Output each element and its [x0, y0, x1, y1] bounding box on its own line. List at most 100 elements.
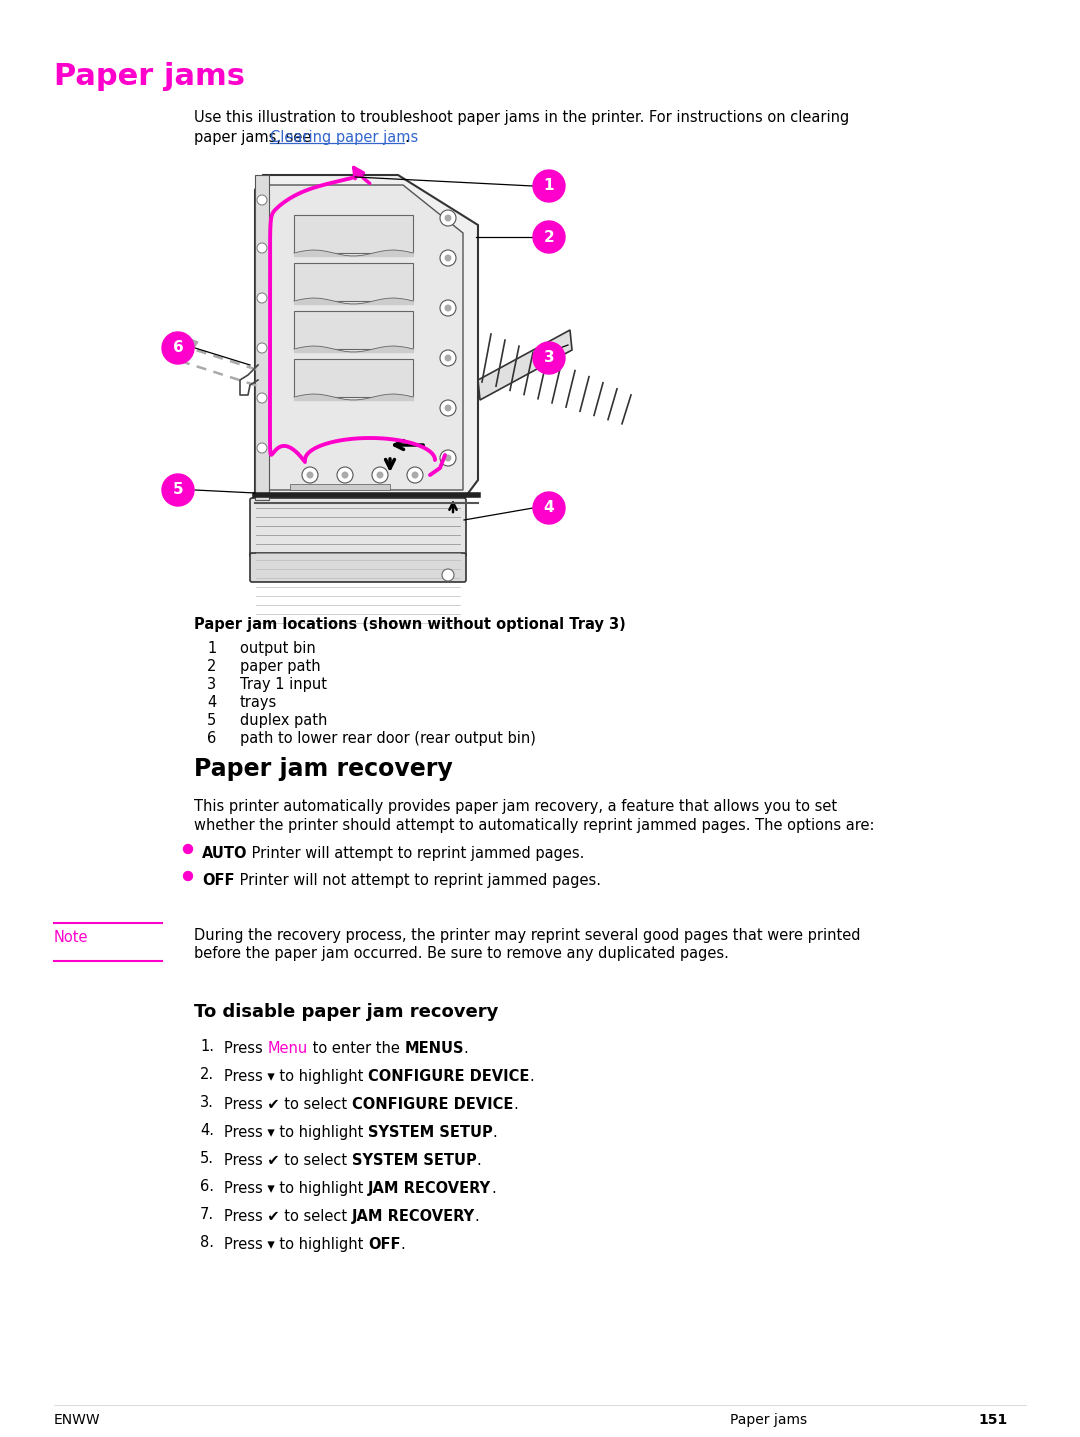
- Circle shape: [257, 443, 267, 453]
- Circle shape: [257, 195, 267, 205]
- Text: Paper jam recovery: Paper jam recovery: [194, 757, 453, 780]
- FancyBboxPatch shape: [249, 553, 465, 582]
- Circle shape: [257, 293, 267, 303]
- Text: paper path: paper path: [240, 660, 321, 674]
- Text: .: .: [492, 1125, 498, 1140]
- Text: Menu: Menu: [268, 1040, 308, 1056]
- Circle shape: [440, 450, 456, 466]
- Text: Tray 1 input: Tray 1 input: [240, 677, 327, 693]
- Text: 5.: 5.: [200, 1151, 214, 1165]
- Text: Press ▾ to highlight: Press ▾ to highlight: [224, 1181, 368, 1196]
- Text: Press ▾ to highlight: Press ▾ to highlight: [224, 1069, 368, 1083]
- Bar: [294, 310, 413, 349]
- Text: Press ✔ to select: Press ✔ to select: [224, 1096, 352, 1112]
- Text: 5: 5: [207, 713, 216, 729]
- Circle shape: [307, 471, 313, 479]
- Text: trays: trays: [240, 696, 278, 710]
- Polygon shape: [172, 332, 198, 351]
- Circle shape: [337, 467, 353, 483]
- Circle shape: [440, 351, 456, 366]
- Circle shape: [184, 871, 192, 881]
- Text: CONFIGURE DEVICE: CONFIGURE DEVICE: [368, 1069, 529, 1083]
- Text: Press ▾ to highlight: Press ▾ to highlight: [224, 1237, 368, 1252]
- Text: Press: Press: [224, 1040, 268, 1056]
- Text: AUTO: AUTO: [202, 846, 247, 861]
- Text: whether the printer should attempt to automatically reprint jammed pages. The op: whether the printer should attempt to au…: [194, 818, 875, 833]
- Text: Press ✔ to select: Press ✔ to select: [224, 1152, 352, 1168]
- Text: Press ✔ to select: Press ✔ to select: [224, 1209, 352, 1224]
- Text: 3: 3: [207, 677, 216, 693]
- Circle shape: [445, 305, 451, 312]
- Circle shape: [534, 221, 565, 253]
- Text: 8.: 8.: [200, 1234, 214, 1250]
- Text: 4: 4: [207, 696, 216, 710]
- Circle shape: [411, 471, 419, 479]
- Text: Printer will attempt to reprint jammed pages.: Printer will attempt to reprint jammed p…: [247, 846, 584, 861]
- Text: This printer automatically provides paper jam recovery, a feature that allows yo: This printer automatically provides pape…: [194, 799, 837, 813]
- Polygon shape: [269, 185, 463, 490]
- Circle shape: [341, 471, 349, 479]
- Text: 2: 2: [207, 660, 216, 674]
- Circle shape: [445, 214, 451, 221]
- Text: 4.: 4.: [200, 1122, 214, 1138]
- Text: .: .: [463, 1040, 469, 1056]
- Text: 3: 3: [543, 351, 554, 365]
- Text: 4: 4: [543, 500, 554, 516]
- Circle shape: [257, 343, 267, 354]
- Text: JAM RECOVERY: JAM RECOVERY: [352, 1209, 475, 1224]
- Text: Press ▾ to highlight: Press ▾ to highlight: [224, 1125, 368, 1140]
- Text: 2: 2: [543, 230, 554, 244]
- Text: .: .: [401, 1237, 405, 1252]
- Text: To disable paper jam recovery: To disable paper jam recovery: [194, 1003, 498, 1022]
- Text: SYSTEM SETUP: SYSTEM SETUP: [352, 1152, 476, 1168]
- Circle shape: [162, 474, 194, 506]
- Text: Paper jam locations (shown without optional Tray 3): Paper jam locations (shown without optio…: [194, 616, 625, 632]
- Circle shape: [257, 243, 267, 253]
- Circle shape: [302, 467, 318, 483]
- Text: 6: 6: [173, 341, 184, 355]
- Circle shape: [257, 392, 267, 402]
- Circle shape: [534, 342, 565, 374]
- Text: 151: 151: [978, 1413, 1008, 1427]
- Circle shape: [440, 250, 456, 266]
- Text: SYSTEM SETUP: SYSTEM SETUP: [368, 1125, 492, 1140]
- Text: OFF: OFF: [368, 1237, 401, 1252]
- Text: Printer will not attempt to reprint jammed pages.: Printer will not attempt to reprint jamm…: [235, 874, 600, 888]
- Text: .: .: [475, 1209, 480, 1224]
- Bar: [294, 263, 413, 300]
- Text: 1: 1: [543, 178, 554, 194]
- Bar: [294, 359, 413, 397]
- Text: .: .: [404, 129, 408, 145]
- Text: 3.: 3.: [200, 1095, 214, 1109]
- Text: output bin: output bin: [240, 641, 315, 657]
- Circle shape: [445, 404, 451, 411]
- Text: Clearing paper jams: Clearing paper jams: [270, 129, 418, 145]
- Bar: [294, 216, 413, 253]
- Circle shape: [372, 467, 388, 483]
- Text: 2.: 2.: [200, 1068, 214, 1082]
- Text: path to lower rear door (rear output bin): path to lower rear door (rear output bin…: [240, 731, 536, 746]
- Text: Use this illustration to troubleshoot paper jams in the printer. For instruction: Use this illustration to troubleshoot pa…: [194, 111, 849, 125]
- Text: CONFIGURE DEVICE: CONFIGURE DEVICE: [352, 1096, 513, 1112]
- Circle shape: [162, 332, 194, 364]
- Circle shape: [445, 254, 451, 262]
- Circle shape: [440, 210, 456, 226]
- Circle shape: [407, 467, 423, 483]
- Text: Paper jams: Paper jams: [54, 62, 245, 91]
- Text: 1: 1: [207, 641, 216, 657]
- Text: Note: Note: [54, 930, 89, 946]
- Text: JAM RECOVERY: JAM RECOVERY: [368, 1181, 491, 1196]
- Bar: [255, 175, 269, 500]
- Text: .: .: [529, 1069, 535, 1083]
- Text: before the paper jam occurred. Be sure to remove any duplicated pages.: before the paper jam occurred. Be sure t…: [194, 946, 729, 961]
- Circle shape: [442, 569, 454, 581]
- FancyBboxPatch shape: [249, 499, 465, 558]
- Circle shape: [445, 454, 451, 461]
- Bar: [291, 484, 390, 490]
- Circle shape: [184, 845, 192, 854]
- Circle shape: [445, 355, 451, 362]
- Circle shape: [440, 399, 456, 415]
- Circle shape: [440, 300, 456, 316]
- Text: 7.: 7.: [200, 1207, 214, 1221]
- Text: 6: 6: [207, 731, 216, 746]
